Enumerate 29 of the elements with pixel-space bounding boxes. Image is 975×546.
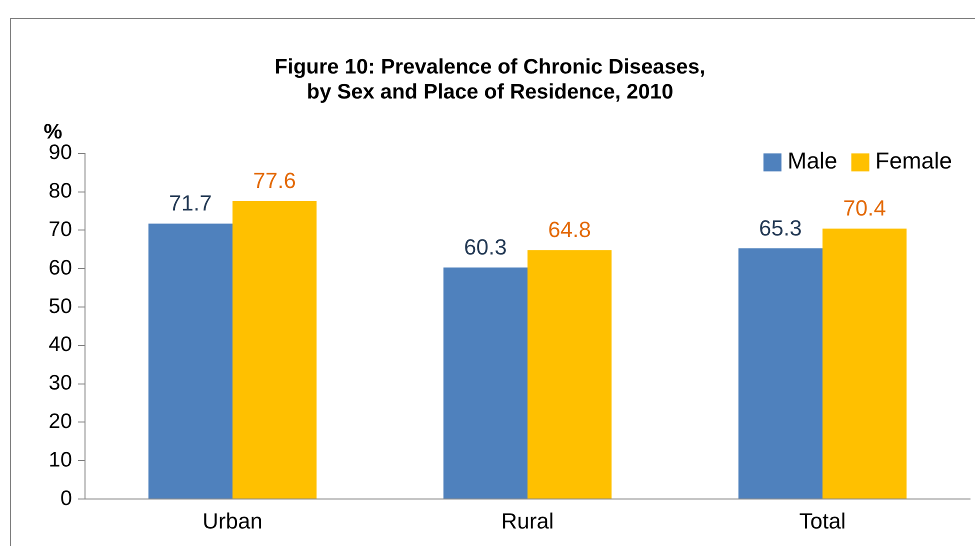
- x-tick-label: Rural: [501, 508, 554, 534]
- data-label: 70.4: [843, 196, 886, 221]
- y-tick-label: 30: [48, 372, 72, 395]
- y-tick-label: 40: [48, 333, 72, 356]
- y-tick-label: 0: [60, 486, 72, 510]
- chart-title: Figure 10: Prevalence of Chronic Diseases, by Sex and Place of Residence, 2010: [274, 55, 706, 104]
- bar: [232, 201, 317, 498]
- legend-label: Female: [875, 148, 952, 174]
- bar: [148, 224, 232, 498]
- y-tick-label: 90: [48, 141, 72, 164]
- bar: [822, 228, 907, 498]
- data-label: 64.8: [548, 217, 591, 242]
- bar: [443, 267, 528, 498]
- bar: [528, 250, 612, 498]
- data-label: 77.6: [253, 168, 296, 194]
- data-label: 65.3: [759, 215, 802, 240]
- y-tick-label: 20: [48, 410, 72, 433]
- y-tick-label: 10: [48, 448, 72, 472]
- bar: [738, 248, 822, 498]
- legend-label: Male: [787, 148, 838, 174]
- y-tick-label: 80: [48, 180, 72, 203]
- data-label: 60.3: [464, 234, 507, 260]
- y-tick-label: 50: [48, 294, 72, 318]
- y-tick-label: 70: [48, 218, 72, 241]
- x-tick-label: Urban: [202, 508, 262, 534]
- data-label: 71.7: [169, 190, 212, 216]
- y-axis-title: %: [44, 120, 63, 144]
- x-tick-label: Total: [799, 508, 846, 534]
- y-tick-label: 60: [48, 256, 72, 280]
